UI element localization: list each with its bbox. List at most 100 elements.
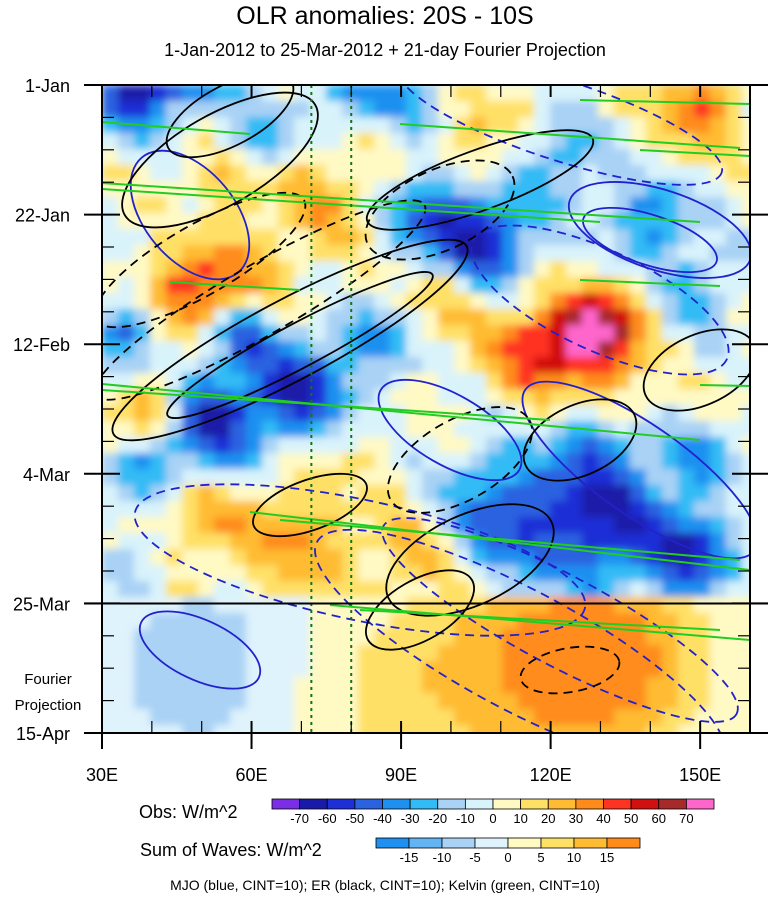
field-cell (694, 469, 711, 486)
field-cell (614, 629, 631, 646)
field-cell (214, 453, 231, 470)
field-cell (310, 453, 327, 470)
field-cell (214, 245, 231, 262)
field-cell (550, 341, 567, 358)
field-cell (694, 117, 711, 134)
field-cell (326, 533, 343, 550)
field-cell (262, 293, 279, 310)
field-cell (550, 629, 567, 646)
field-cell (726, 181, 743, 198)
field-cell (582, 485, 599, 502)
colorbar-swatch (409, 798, 439, 810)
field-cell (550, 693, 567, 710)
field-cell (182, 277, 199, 294)
field-cell (198, 261, 215, 278)
field-cell (278, 549, 295, 566)
x-axis: 30E 60E 90E 120E 150E (86, 85, 721, 785)
field-cell (646, 341, 663, 358)
field-cell (454, 501, 471, 518)
field-cell (342, 661, 359, 678)
field-cell (102, 437, 119, 454)
field-cell (710, 645, 727, 662)
field-cell (470, 517, 487, 534)
field-cell (534, 645, 551, 662)
field-cell (262, 405, 279, 422)
field-cell (550, 245, 567, 262)
field-cell (518, 357, 535, 374)
field-cell (342, 453, 359, 470)
field-cell (422, 309, 439, 326)
er-contour (166, 271, 434, 419)
field-cell (502, 149, 519, 166)
field-cell (534, 517, 551, 534)
field-cell (582, 165, 599, 182)
field-cell (438, 277, 455, 294)
field-cell (630, 165, 647, 182)
field-cell (134, 549, 151, 566)
er-contour (252, 472, 368, 538)
er-contour (642, 328, 750, 412)
field-cell (726, 277, 743, 294)
field-cell (598, 277, 615, 294)
field-cell (678, 293, 695, 310)
field-cell (646, 693, 663, 710)
field-cell (166, 101, 183, 118)
field-cell (182, 309, 199, 326)
field-cell (646, 149, 663, 166)
field-cell (422, 181, 439, 198)
field-cell (294, 341, 311, 358)
field-cell (710, 613, 727, 630)
kelvin-contour (279, 519, 741, 561)
field-cell (278, 693, 295, 710)
field-cell (134, 101, 151, 118)
field-cell (502, 597, 519, 614)
field-cell (582, 725, 599, 733)
field-cell (406, 181, 423, 198)
field-cell (262, 357, 279, 374)
field-cell (566, 245, 583, 262)
field-cell (438, 485, 455, 502)
field-cell (454, 485, 471, 502)
field-cell (742, 725, 750, 733)
field-cell (742, 421, 750, 438)
field-cell (598, 485, 615, 502)
field-cell (390, 405, 407, 422)
field-cell (246, 629, 263, 646)
field-cell (438, 693, 455, 710)
field-cell (678, 709, 695, 726)
field-cell (294, 501, 311, 518)
field-cell (310, 485, 327, 502)
mjo-contour (381, 517, 739, 723)
field-cell (150, 245, 167, 262)
field-cell (694, 85, 711, 102)
field-cell (582, 149, 599, 166)
colorbar-label: -10 (433, 850, 452, 865)
field-cell (742, 437, 750, 454)
field-cell (438, 677, 455, 694)
field-cell (198, 645, 215, 662)
field-cell (534, 501, 551, 518)
field-cell (662, 613, 679, 630)
field-cell (326, 453, 343, 470)
field-cell (662, 437, 679, 454)
field-cell (566, 709, 583, 726)
mjo-contour (133, 483, 587, 637)
field-cell (646, 597, 663, 614)
field-cell (438, 229, 455, 246)
field-cell (518, 293, 535, 310)
field-cell (326, 133, 343, 150)
field-cell (518, 341, 535, 358)
colorbar-label: 0 (489, 811, 496, 826)
field-cell (246, 549, 263, 566)
field-cell (326, 117, 343, 134)
field-cell (502, 85, 519, 102)
field-cell (518, 309, 535, 326)
field-cell (470, 661, 487, 678)
field-cell (310, 117, 327, 134)
field-cell (694, 309, 711, 326)
field-cell (662, 293, 679, 310)
field-cell (390, 661, 407, 678)
field-cell (422, 341, 439, 358)
obs-colorbar: -70 -60 -50 -40 -30 -20 -10 0 10 20 30 40 50 60 70 (271, 798, 715, 826)
field-cell (486, 629, 503, 646)
